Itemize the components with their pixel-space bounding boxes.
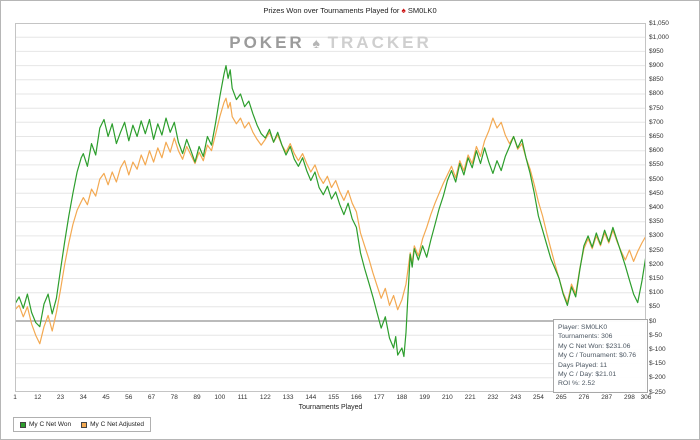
x-axis-tick-label: 78 [170, 394, 178, 401]
y-axis-tick-label: $850 [649, 76, 664, 84]
y-axis-tick-label: $800 [649, 90, 664, 98]
y-axis-tick-label: $450 [649, 189, 664, 197]
x-axis-tick-label: 221 [464, 394, 476, 401]
y-axis-tick-label: $350 [649, 218, 664, 226]
legend-swatch [81, 421, 88, 428]
x-axis-tick-label: 67 [147, 394, 156, 401]
x-axis-tick-label: 23 [56, 394, 65, 401]
series-line-1 [15, 97, 646, 345]
y-axis-tick-label: $-200 [649, 374, 666, 382]
y-axis-tick-label: $-100 [649, 345, 666, 353]
series-line-0 [15, 64, 646, 358]
x-axis-tick-label: 306 [640, 394, 652, 401]
y-axis-tick-label: $0 [649, 317, 657, 325]
x-axis-tick-label: 56 [125, 394, 133, 401]
player-name: SM0LK0 [407, 6, 437, 15]
x-axis-tick-label: 89 [193, 394, 201, 401]
legend-swatch [20, 421, 26, 428]
x-axis-tick-label: 34 [79, 394, 87, 401]
legend-label: My C Net Won [29, 421, 72, 428]
chart-title-text: Prizes Won over Tournaments Played for [263, 6, 400, 15]
y-axis-tick-label: $300 [649, 232, 664, 240]
y-axis-tick-label: $1,050 [649, 19, 669, 27]
x-axis-tick-label: 155 [328, 394, 340, 401]
stats-row: Player: SM0LK0 [558, 324, 608, 331]
chart-title: Prizes Won over Tournaments Played for ♠… [1, 6, 699, 15]
y-axis-tick-label: $700 [649, 118, 664, 126]
y-axis-tick-label: $550 [649, 161, 664, 169]
y-axis-tick-label: $250 [649, 246, 664, 254]
y-axis-tick-label: $900 [649, 62, 664, 70]
x-axis-tick-label: 122 [259, 394, 271, 401]
stats-box: Player: SM0LK0 Tournaments: 306 My C Net W… [553, 319, 648, 393]
x-axis-tick-label: 111 [237, 394, 248, 401]
stats-row: Tournaments: 306 [558, 333, 613, 341]
stats-row: My C Net Won: $231.06 [558, 342, 631, 350]
x-axis-tick-label: 276 [578, 394, 590, 401]
y-axis-tick-label: $400 [649, 204, 664, 211]
x-axis-tick-label: 12 [34, 394, 42, 401]
x-axis-tick-label: 199 [419, 394, 431, 401]
legend-item-1: My C Net Adjusted [81, 421, 144, 428]
plot-border [15, 23, 646, 392]
x-axis-tick-label: 133 [282, 394, 294, 401]
legend-label: My C Net Adjusted [90, 421, 144, 428]
pokertracker-spade-icon: ♠ [401, 6, 406, 15]
stats-row: My C / Tournament: $0.76 [558, 352, 637, 360]
x-axis-tick-label: 243 [510, 394, 522, 401]
y-axis-tick-label: $-150 [649, 360, 666, 368]
x-axis-tick-label: 45 [102, 394, 110, 401]
x-axis-tick-label: 265 [555, 394, 567, 401]
y-axis-tick-label: $500 [649, 175, 664, 183]
x-axis-tick-label: 232 [487, 394, 499, 401]
x-axis-tick-label: 298 [624, 394, 635, 401]
x-axis-tick-label: 210 [441, 394, 453, 401]
y-axis-tick-label: $950 [649, 47, 664, 55]
y-axis-tick-label: $-250 [649, 388, 666, 396]
x-axis-tick-label: 177 [373, 394, 385, 401]
chart-canvas [15, 23, 646, 392]
x-axis-tick-label: 1 [13, 394, 17, 401]
x-axis-tick-label: 188 [396, 394, 408, 401]
stats-row: My C / Day: $21.01 [558, 371, 617, 379]
plot-area: POKER ♠ TRACKER [15, 23, 646, 392]
x-axis-tick-label: 254 [532, 394, 544, 401]
x-axis-title: Tournaments Played [298, 404, 363, 411]
y-axis-tick-label: $750 [649, 104, 664, 112]
y-axis-tick-label: $-50 [649, 331, 663, 339]
x-axis-tick-label: 166 [350, 394, 362, 401]
y-axis-tick-label: $100 [649, 289, 664, 297]
legend: My C Net Won My C Net Adjusted [13, 417, 151, 432]
stats-row: Days Played: 11 [558, 361, 607, 369]
y-axis-tick-label: $150 [649, 274, 664, 282]
x-axis-tick-label: 100 [214, 394, 226, 401]
y-axis-tick-label: $1,000 [649, 33, 669, 41]
x-axis-tick-label: 144 [305, 394, 317, 401]
stats-row: ROI %: 2.52 [558, 380, 596, 388]
y-axis-tick-label: $600 [649, 147, 664, 155]
y-axis-tick-label: $650 [649, 133, 664, 141]
y-axis-tick-label: $200 [649, 260, 664, 268]
legend-item-0: My C Net Won [20, 421, 71, 428]
x-axis-tick-label: 287 [601, 394, 613, 401]
y-axis-tick-label: $50 [649, 303, 660, 311]
